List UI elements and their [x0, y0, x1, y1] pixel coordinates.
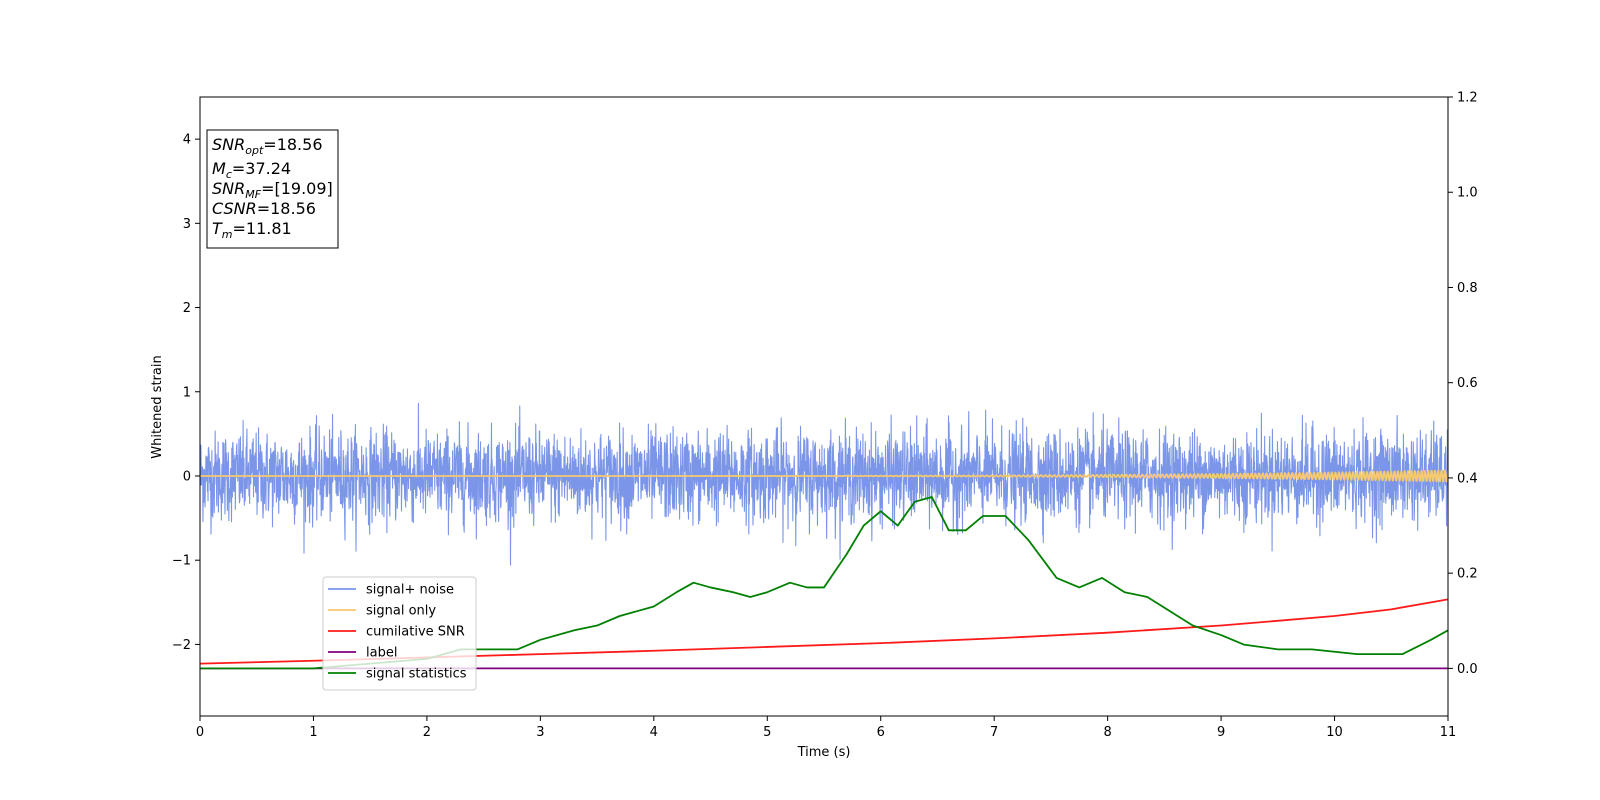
y-left-tick-label: −2 — [172, 638, 191, 653]
x-axis-label: Time (s) — [797, 745, 851, 760]
y-left-tick-label: 4 — [183, 133, 191, 148]
legend-frame — [322, 576, 477, 691]
annotation-box: SNRopt=18.56Mc=37.24SNRMF=[19.09]CSNR=18… — [206, 129, 339, 249]
annotation-line: SNRMF=[19.09] — [212, 179, 333, 201]
legend-label-signal-noise: signal+ noise — [366, 583, 454, 598]
x-tick-label: 2 — [423, 725, 431, 740]
x-axis: 0 1 2 3 4 5 6 7 8 9 10 11 — [196, 716, 1456, 740]
legend-label-signal-only: signal only — [366, 604, 436, 619]
x-tick-label: 10 — [1326, 725, 1343, 740]
x-tick-label: 11 — [1440, 725, 1457, 740]
y-axis-label: Whitened strain — [150, 355, 165, 458]
y-left-tick-label: 0 — [183, 469, 191, 484]
x-tick-label: 4 — [650, 725, 658, 740]
x-tick-label: 7 — [990, 725, 998, 740]
x-tick-label: 6 — [877, 725, 885, 740]
y-left-tick-label: 1 — [183, 385, 191, 400]
y-right-tick-label: 1.0 — [1457, 186, 1478, 201]
y-right-tick-label: 0.2 — [1457, 567, 1478, 582]
y-left-tick-label: 2 — [183, 301, 191, 316]
annotation-line: Mc=37.24 — [212, 159, 291, 181]
series-signal-only-line — [200, 469, 1448, 483]
annotation-line: SNRopt=18.56 — [212, 135, 323, 157]
y-right-tick-label: 0.4 — [1457, 471, 1478, 486]
annotation-line: Tm=11.81 — [212, 219, 292, 241]
y-left-tick-label: 3 — [183, 217, 191, 232]
x-tick-label: 0 — [196, 725, 204, 740]
series-signal-noise-line — [200, 402, 1448, 566]
legend: signal+ noise signal only cumilative SNR la… — [322, 576, 477, 691]
x-tick-label: 8 — [1103, 725, 1111, 740]
y-axis-right: 0.0 0.2 0.4 0.6 0.8 1.0 1.2 — [1448, 91, 1478, 677]
x-tick-label: 3 — [536, 725, 544, 740]
legend-label-label: label — [366, 646, 397, 661]
y-right-tick-label: 1.2 — [1457, 91, 1478, 106]
y-right-tick-label: 0.8 — [1457, 281, 1478, 296]
y-right-tick-label: 0.6 — [1457, 376, 1478, 391]
annotation-frame — [206, 129, 339, 249]
x-tick-label: 5 — [763, 725, 771, 740]
series-signal-statistics-line — [200, 496, 1448, 670]
y-left-tick-label: −1 — [172, 554, 191, 569]
legend-label-cumilative-snr: cumilative SNR — [366, 625, 465, 640]
y-axis-left: −2 −1 0 1 2 3 4 — [172, 133, 200, 653]
plot-frame — [199, 96, 1449, 717]
x-tick-label: 1 — [309, 725, 317, 740]
x-tick-label: 9 — [1217, 725, 1225, 740]
annotation-line: CSNR=18.56 — [212, 199, 316, 218]
y-right-tick-label: 0.0 — [1457, 662, 1478, 677]
legend-label-signal-statistics: signal statistics — [366, 667, 467, 682]
